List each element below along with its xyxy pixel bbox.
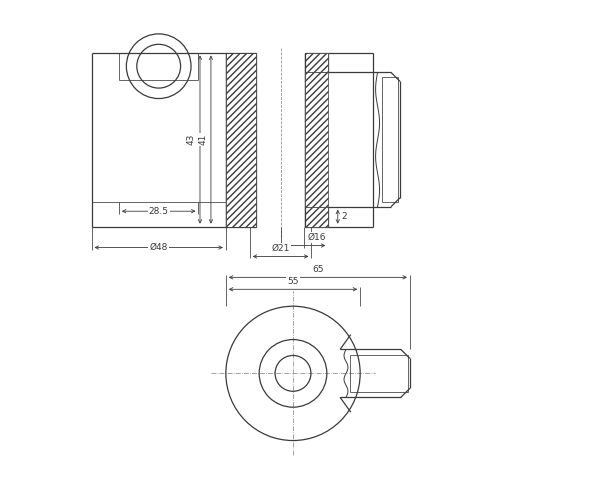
Polygon shape — [306, 52, 328, 72]
Text: 65: 65 — [312, 265, 324, 274]
Text: 55: 55 — [287, 277, 299, 286]
Polygon shape — [306, 207, 328, 227]
Text: 43: 43 — [187, 134, 196, 145]
Text: 41: 41 — [199, 134, 208, 145]
Text: Ø21: Ø21 — [271, 244, 290, 253]
Text: 28.5: 28.5 — [149, 207, 168, 216]
Text: Ø16: Ø16 — [307, 233, 326, 242]
Text: Ø48: Ø48 — [150, 243, 168, 252]
Text: 2: 2 — [341, 212, 346, 221]
Polygon shape — [226, 52, 256, 227]
Polygon shape — [306, 72, 328, 207]
